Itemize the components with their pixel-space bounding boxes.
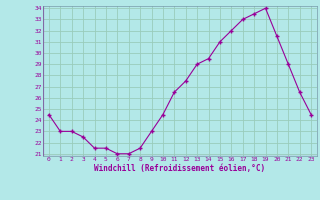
X-axis label: Windchill (Refroidissement éolien,°C): Windchill (Refroidissement éolien,°C) [94, 164, 266, 173]
